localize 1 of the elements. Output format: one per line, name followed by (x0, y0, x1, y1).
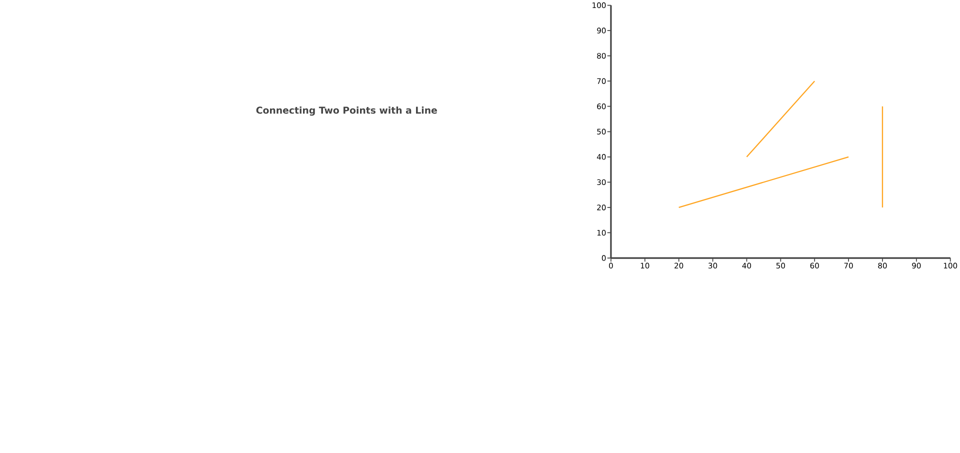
text: Connecting Two Points with a Line (256, 106, 437, 116)
